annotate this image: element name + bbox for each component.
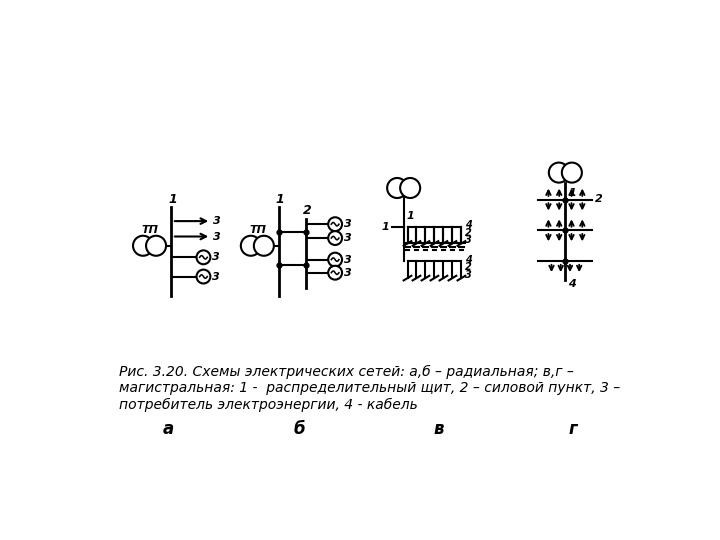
Circle shape — [197, 251, 210, 264]
Text: 1: 1 — [276, 193, 284, 206]
Text: 3: 3 — [213, 216, 221, 226]
Circle shape — [254, 236, 274, 256]
Text: 3: 3 — [343, 268, 351, 278]
Text: 1: 1 — [382, 221, 389, 232]
Circle shape — [328, 231, 342, 245]
Text: 4: 4 — [465, 255, 472, 265]
Text: 1: 1 — [568, 188, 576, 198]
Circle shape — [387, 178, 407, 198]
Text: 3: 3 — [212, 252, 220, 262]
Text: 2: 2 — [303, 204, 312, 217]
Text: ТП: ТП — [250, 225, 266, 235]
Text: 3: 3 — [343, 219, 351, 230]
Text: 3: 3 — [213, 232, 221, 241]
Text: 1: 1 — [168, 193, 177, 206]
Text: 4: 4 — [568, 279, 576, 288]
Circle shape — [146, 236, 166, 256]
Text: 3: 3 — [343, 255, 351, 265]
Text: 1: 1 — [407, 211, 415, 221]
Circle shape — [197, 269, 210, 284]
Text: а: а — [163, 421, 174, 438]
Circle shape — [400, 178, 420, 198]
Text: 2: 2 — [595, 194, 603, 204]
Text: б: б — [294, 421, 305, 438]
Circle shape — [549, 163, 569, 183]
Text: 3: 3 — [343, 233, 351, 243]
Text: г: г — [569, 421, 577, 438]
Text: ТП: ТП — [142, 225, 158, 235]
Text: 3: 3 — [465, 235, 472, 246]
Text: 3: 3 — [212, 272, 220, 282]
Circle shape — [240, 236, 261, 256]
Text: 2: 2 — [465, 228, 472, 238]
Circle shape — [328, 266, 342, 280]
Text: 2: 2 — [465, 262, 472, 272]
Circle shape — [328, 217, 342, 231]
Text: 4: 4 — [465, 220, 472, 230]
Text: в: в — [433, 421, 444, 438]
Text: 3: 3 — [465, 270, 472, 280]
Circle shape — [133, 236, 153, 256]
Text: Рис. 3.20. Схемы электрических сетей: а,б – радиальная; в,г –
магистральная: 1 -: Рис. 3.20. Схемы электрических сетей: а,… — [119, 365, 620, 411]
Circle shape — [328, 253, 342, 267]
Circle shape — [562, 163, 582, 183]
